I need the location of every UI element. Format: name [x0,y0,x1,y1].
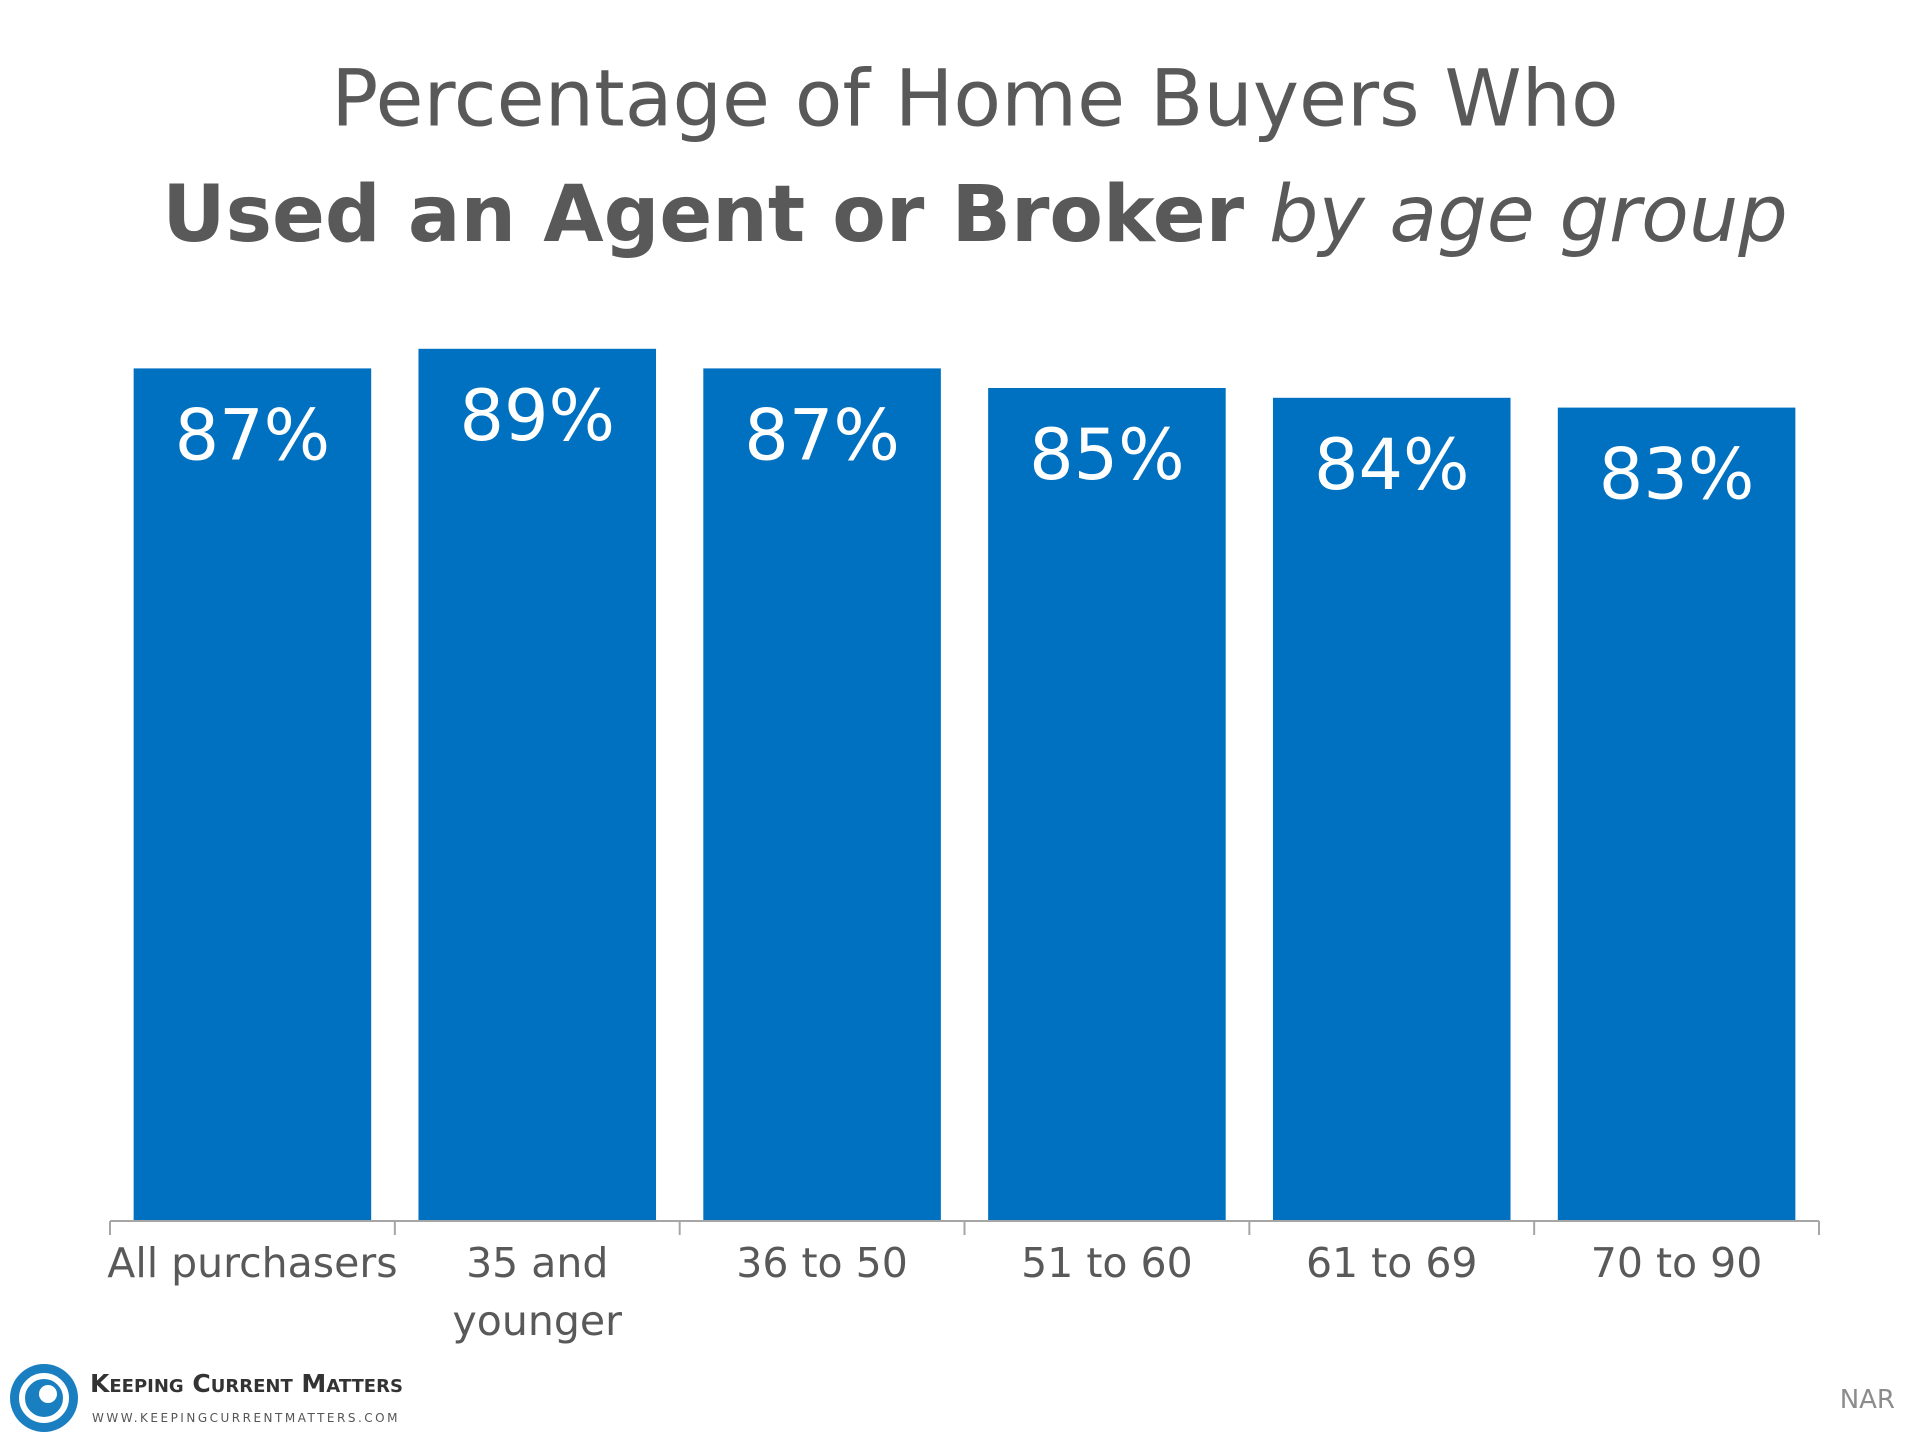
logo-dot [39,1385,57,1403]
source: NAR [1840,1385,1895,1415]
chart-title-italic: by age group [1269,170,1788,260]
value-label: 83% [1599,434,1755,516]
x-tick-label: 36 to 50 [736,1239,908,1287]
bar [703,368,941,1221]
logo: Keeping Current Matters www.keepingcurre… [10,1364,403,1432]
value-label: 87% [744,394,900,476]
value-label: 89% [459,375,615,457]
value-label: 85% [1029,414,1185,496]
x-tick-label: All purchasers [107,1239,398,1287]
bar [988,388,1226,1221]
bar [1557,407,1796,1222]
chart-title-line2: Used an Agent or Broker by age group [162,170,1788,260]
x-tick-label: 70 to 90 [1590,1239,1763,1287]
logo-name: Keeping Current Matters [90,1369,403,1398]
value-label: 87% [175,394,331,476]
x-tick-label: 61 to 69 [1305,1239,1478,1287]
logo-url: www.keepingcurrentmatters.com [92,1411,400,1425]
bar [1272,397,1511,1221]
bar [418,348,657,1221]
x-tick-label: 35 and younger [452,1239,622,1345]
chart-title-bold: Used an Agent or Broker [162,170,1244,260]
bar [133,368,372,1221]
value-label: 84% [1314,424,1470,506]
chart-title-line1: Percentage of Home Buyers Who [331,54,1619,144]
x-tick-label: 51 to 60 [1021,1239,1193,1287]
logo-swirl [19,1373,69,1423]
